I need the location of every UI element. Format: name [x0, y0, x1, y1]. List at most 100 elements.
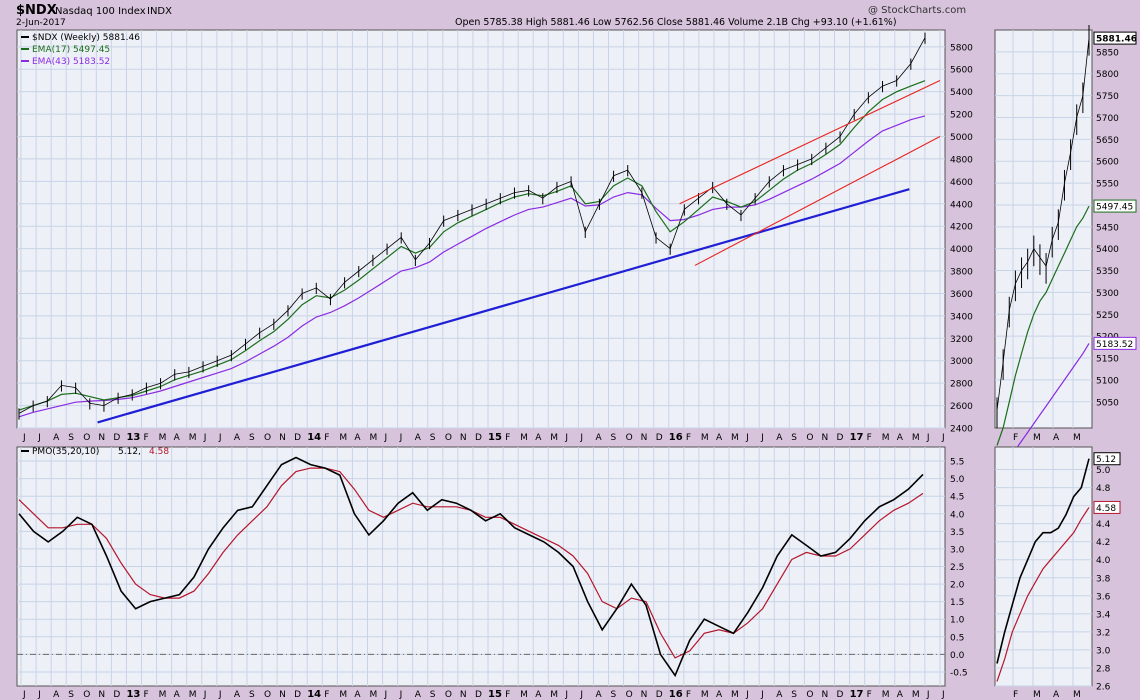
price-tick-label: 4800	[950, 155, 973, 165]
price-x-label: M	[520, 433, 528, 443]
pmo-x-label: A	[174, 690, 181, 700]
price-x-label: J	[564, 433, 568, 443]
pmo-x-label: D	[837, 690, 844, 700]
legend-entry: $NDX (Weekly) 5881.46	[32, 33, 140, 43]
price-x-label: A	[535, 433, 542, 443]
price-x-label: J	[37, 433, 41, 443]
pmo-x-label: M	[520, 690, 528, 700]
pmo-tick-label: 0.0	[950, 651, 965, 661]
price-x-label: J	[399, 433, 403, 443]
zoom-tick-label: 5550	[1096, 180, 1119, 190]
pmo-x-label: M	[701, 690, 709, 700]
price-x-label: S	[68, 433, 74, 443]
price-x-label: A	[53, 433, 60, 443]
price-x-label: 16	[669, 432, 683, 443]
zoom-tick-label: 5300	[1096, 289, 1119, 299]
price-tick-label: 4000	[950, 245, 973, 255]
price-x-label: M	[912, 433, 920, 443]
zoom-pmo-tick-label: 3.6	[1096, 592, 1111, 602]
price-tick-label: 5800	[950, 43, 973, 53]
zoom-x-label: M	[1073, 433, 1081, 443]
pmo-tick-label: 3.0	[950, 545, 965, 555]
price-x-label: O	[626, 433, 633, 443]
price-x-label: A	[415, 433, 422, 443]
zoom-pmo-x-label: M	[1033, 690, 1041, 700]
price-tick-label: 5400	[950, 88, 973, 98]
price-x-label: F	[144, 433, 149, 443]
pmo-x-label: F	[144, 690, 149, 700]
price-x-label: 14	[307, 432, 321, 443]
zoom-pmo-tick-label: 3.8	[1096, 574, 1111, 584]
pmo-tick-label: 4.0	[950, 510, 965, 520]
pmo-x-label: A	[53, 690, 60, 700]
symbol-title: $NDX	[16, 3, 57, 18]
price-x-label: D	[294, 433, 301, 443]
pmo-x-label: A	[354, 690, 361, 700]
zoom-tick-label: 5100	[1096, 376, 1119, 386]
price-x-label: M	[339, 433, 347, 443]
price-x-label: J	[926, 433, 930, 443]
exchange-label: INDX	[147, 6, 172, 17]
zoom-pmo-tick-label: 4.4	[1096, 520, 1111, 530]
zoom-tick-label: 5850	[1096, 48, 1119, 58]
pmo-line	[18, 456, 924, 678]
pmo-x-label: J	[760, 690, 764, 700]
price-tick-label: 3800	[950, 268, 973, 278]
last-value-label: 5881.46	[1096, 35, 1137, 45]
price-x-label: A	[716, 433, 723, 443]
pmo-x-label: O	[83, 690, 90, 700]
pmo-x-label: A	[776, 690, 783, 700]
price-x-label: D	[656, 433, 663, 443]
pmo-x-label: A	[897, 690, 904, 700]
pmo-x-label: 13	[126, 689, 140, 700]
pmo-x-label: N	[279, 690, 286, 700]
pmo-last-value-label: 5.12	[1096, 455, 1116, 465]
pmo-x-label: J	[564, 690, 568, 700]
price-x-label: S	[791, 433, 797, 443]
price-x-label: M	[159, 433, 167, 443]
zoom-tick-label: 5150	[1096, 355, 1119, 365]
zoom-pmo-line	[996, 458, 1090, 664]
price-x-label: 15	[488, 432, 502, 443]
price-x-label: A	[897, 433, 904, 443]
pmo-x-label: O	[626, 690, 633, 700]
zoom-pmo-x-label: M	[1073, 690, 1081, 700]
pmo-x-label: O	[806, 690, 813, 700]
pmo-tick-label: 5.5	[950, 458, 964, 468]
pmo-x-label: M	[339, 690, 347, 700]
zoom-pmo-panel	[994, 446, 1093, 687]
pmo-x-label: O	[445, 690, 452, 700]
pmo-x-label: N	[641, 690, 648, 700]
zoom-tick-label: 5250	[1096, 311, 1119, 321]
pmo-x-label: D	[475, 690, 482, 700]
pmo-x-label: J	[203, 690, 207, 700]
zoom-pmo-tick-label: 4.2	[1096, 538, 1110, 548]
pmo-x-label: S	[430, 690, 436, 700]
pmo-tick-label: -0.5	[950, 668, 968, 678]
price-x-label: J	[22, 433, 26, 443]
price-x-label: A	[776, 433, 783, 443]
last-value-box	[1093, 199, 1137, 213]
price-x-label: M	[189, 433, 197, 443]
pmo-tick-label: 0.5	[950, 633, 964, 643]
pmo-tick-label: 1.5	[950, 598, 964, 608]
price-tick-label: 2800	[950, 380, 973, 390]
pmo-x-label: A	[415, 690, 422, 700]
price-x-label: O	[264, 433, 271, 443]
pmo-x-label: J	[579, 690, 583, 700]
price-x-label: M	[701, 433, 709, 443]
zoom-pmo-x-label: F	[1013, 690, 1018, 700]
pmo-tick-label: 2.0	[950, 581, 965, 591]
legend-entry: EMA(17) 5497.45	[32, 45, 110, 55]
zoom-x-label: M	[1033, 433, 1041, 443]
price-x-label: 13	[126, 432, 140, 443]
price-tick-label: 3000	[950, 357, 973, 367]
pmo-x-label: N	[821, 690, 828, 700]
price-x-label: J	[745, 433, 749, 443]
price-tick-label: 4400	[950, 200, 973, 210]
pmo-x-label: M	[731, 690, 739, 700]
zoom-pmo-tick-label: 5.0	[1096, 466, 1111, 476]
pmo-x-label: S	[611, 690, 617, 700]
pmo-x-label: F	[867, 690, 872, 700]
